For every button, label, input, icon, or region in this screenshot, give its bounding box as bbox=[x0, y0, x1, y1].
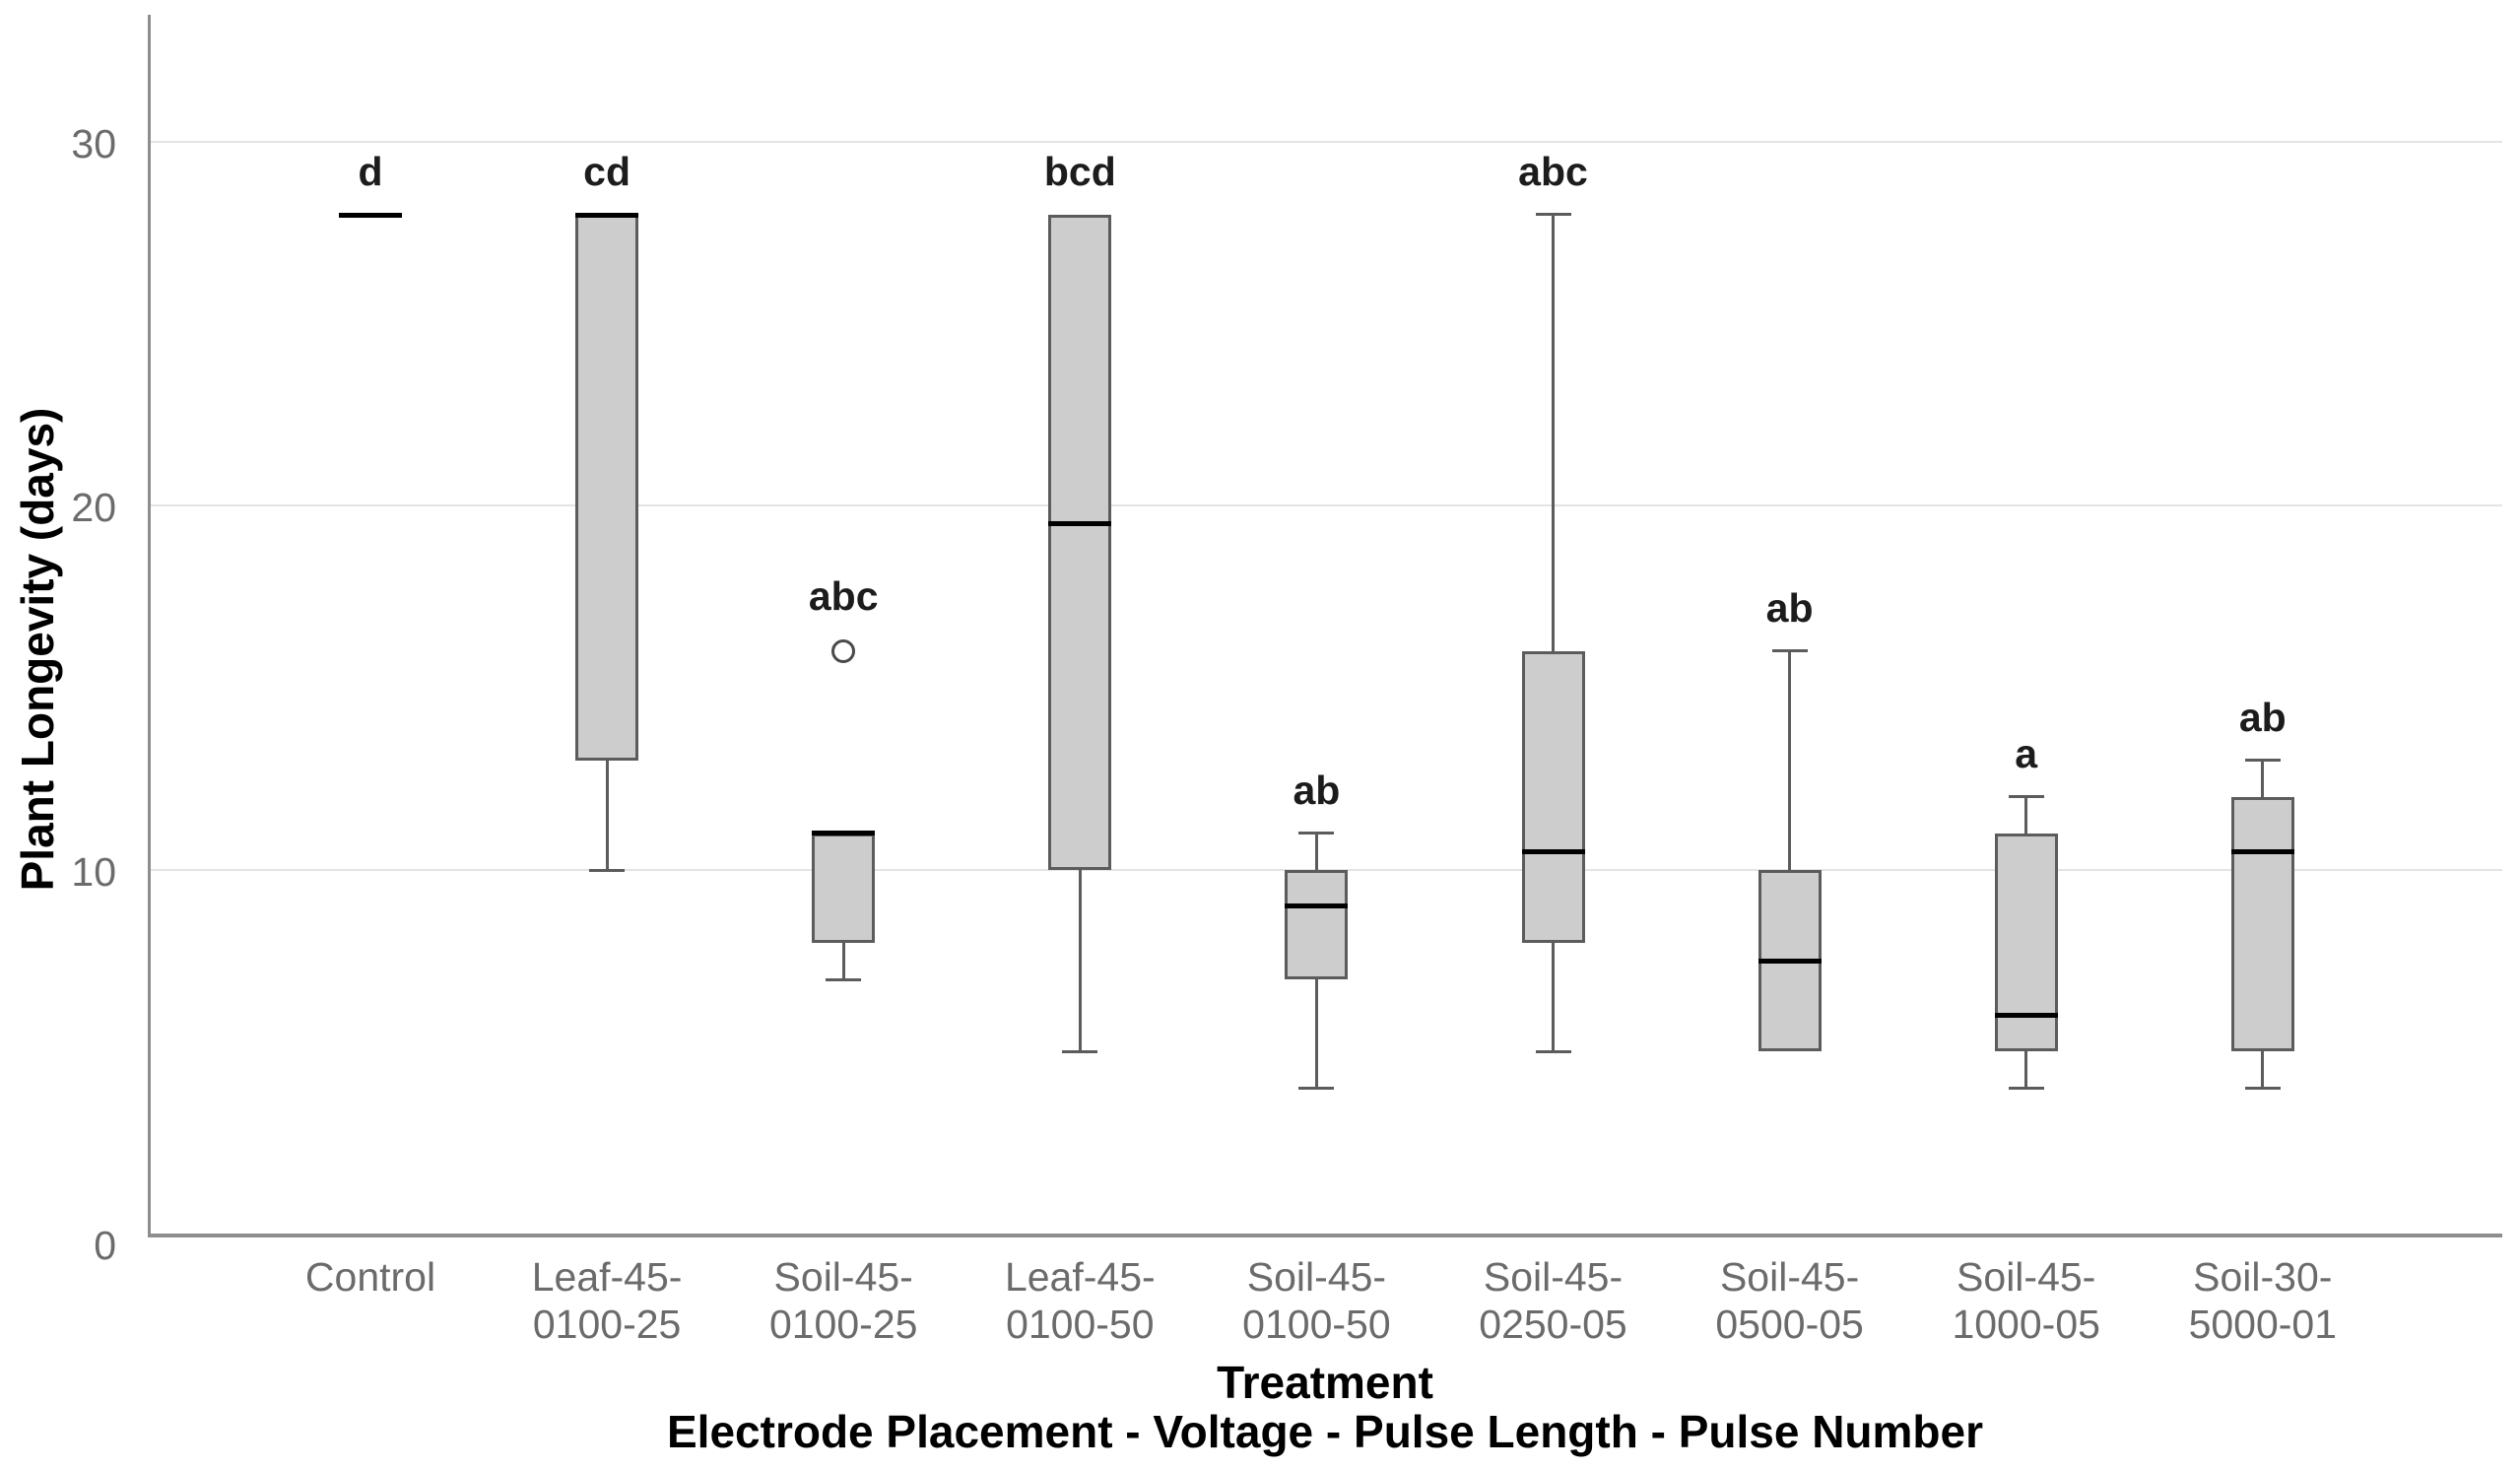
category-label-Soil-45-0250-05: Soil-45- 0250-05 bbox=[1479, 1254, 1627, 1347]
category-label-Soil-45-0100-25: Soil-45- 0100-25 bbox=[768, 1254, 918, 1347]
lower-whisker-Leaf-45-0100-50 bbox=[1078, 869, 1082, 1052]
significance-letter-Soil-45-0100-50: ab bbox=[1293, 767, 1341, 813]
significance-letter-Soil-45-1000-05: a bbox=[2015, 730, 2038, 776]
upper-whisker-cap-Soil-45-0500-05 bbox=[1771, 649, 1808, 653]
lower-whisker-Soil-45-0100-50 bbox=[1314, 978, 1318, 1089]
median-Soil-45-0100-25 bbox=[812, 831, 876, 836]
x-axis-subtitle: Electrode Placement - Voltage - Pulse Le… bbox=[667, 1406, 1983, 1457]
box-Soil-45-1000-05 bbox=[1994, 833, 2058, 1052]
box-Soil-45-0250-05 bbox=[1521, 651, 1585, 943]
significance-letter-Soil-45-0500-05: ab bbox=[1765, 585, 1814, 632]
y-axis-title: Plant Longevity (days) bbox=[12, 407, 63, 892]
box-Soil-45-0100-50 bbox=[1285, 869, 1349, 979]
significance-letter-Soil-45-0250-05: abc bbox=[1518, 149, 1588, 195]
category-label-Soil-30-5000-01: Soil-30- 5000-01 bbox=[2188, 1254, 2338, 1347]
significance-letter-Soil-30-5000-01: ab bbox=[2238, 694, 2287, 740]
y-tick-label-20: 20 bbox=[71, 485, 116, 531]
upper-whisker-Soil-30-5000-01 bbox=[2261, 760, 2265, 797]
y-tick-label-0: 0 bbox=[94, 1223, 116, 1268]
category-label-Soil-45-0500-05: Soil-45- 0500-05 bbox=[1715, 1254, 1864, 1347]
lower-whisker-cap-Soil-45-0100-50 bbox=[1298, 1087, 1335, 1091]
median-Soil-45-0500-05 bbox=[1757, 958, 1822, 964]
lower-whisker-Soil-45-1000-05 bbox=[2024, 1051, 2028, 1089]
upper-whisker-cap-Soil-45-0100-50 bbox=[1298, 831, 1335, 835]
y-tick-label-30: 30 bbox=[71, 121, 116, 167]
category-label-Control: Control bbox=[304, 1254, 436, 1300]
lower-whisker-cap-Leaf-45-0100-50 bbox=[1062, 1050, 1098, 1054]
gridline-30 bbox=[148, 141, 2502, 144]
significance-letter-Leaf-45-0100-25: cd bbox=[583, 149, 631, 195]
median-Control bbox=[339, 212, 402, 218]
upper-whisker-cap-Soil-30-5000-01 bbox=[2244, 758, 2281, 762]
gridline-20 bbox=[148, 504, 2502, 507]
lower-whisker-Leaf-45-0100-25 bbox=[605, 760, 609, 870]
category-label-Soil-45-0100-50: Soil-45- 0100-50 bbox=[1242, 1254, 1391, 1347]
upper-whisker-Soil-45-1000-05 bbox=[2024, 796, 2028, 834]
category-label-Leaf-45-0100-50: Leaf-45- 0100-50 bbox=[1004, 1254, 1156, 1347]
upper-whisker-Soil-45-0250-05 bbox=[1552, 215, 1555, 652]
lower-whisker-Soil-45-0250-05 bbox=[1552, 942, 1555, 1052]
median-Soil-45-0250-05 bbox=[1521, 848, 1585, 854]
category-label-Soil-45-1000-05: Soil-45- 1000-05 bbox=[1952, 1254, 2100, 1347]
upper-whisker-cap-Soil-45-0250-05 bbox=[1535, 213, 1571, 217]
median-Leaf-45-0100-50 bbox=[1048, 521, 1112, 527]
category-label-Leaf-45-0100-25: Leaf-45- 0100-25 bbox=[531, 1254, 683, 1347]
lower-whisker-cap-Leaf-45-0100-25 bbox=[589, 868, 626, 872]
box-Soil-45-0100-25 bbox=[812, 833, 876, 943]
y-tick-label-10: 10 bbox=[71, 848, 116, 895]
lower-whisker-cap-Soil-45-0250-05 bbox=[1535, 1050, 1571, 1054]
median-Soil-45-1000-05 bbox=[1994, 1012, 2058, 1018]
upper-whisker-Soil-45-0100-50 bbox=[1314, 833, 1318, 870]
lower-whisker-Soil-45-0100-25 bbox=[841, 942, 845, 979]
upper-whisker-cap-Soil-45-1000-05 bbox=[2008, 794, 2044, 798]
median-Soil-30-5000-01 bbox=[2230, 848, 2294, 854]
lower-whisker-cap-Soil-45-1000-05 bbox=[2008, 1087, 2044, 1091]
y-axis-line bbox=[148, 15, 151, 1234]
lower-whisker-Soil-30-5000-01 bbox=[2261, 1051, 2265, 1089]
x-axis-line bbox=[148, 1234, 2502, 1237]
significance-letter-Leaf-45-0100-50: bcd bbox=[1043, 149, 1116, 195]
lower-whisker-cap-Soil-45-0100-25 bbox=[826, 977, 862, 981]
significance-letter-Control: d bbox=[358, 149, 383, 195]
x-axis-title: Treatment bbox=[1217, 1357, 1433, 1408]
significance-letter-Soil-45-0100-25: abc bbox=[808, 573, 879, 620]
lower-whisker-cap-Soil-30-5000-01 bbox=[2244, 1087, 2281, 1091]
box-Leaf-45-0100-50 bbox=[1048, 215, 1112, 870]
median-Soil-45-0100-50 bbox=[1285, 903, 1349, 909]
outlier-Soil-45-0100-25 bbox=[831, 639, 856, 664]
upper-whisker-Soil-45-0500-05 bbox=[1788, 651, 1792, 870]
median-Leaf-45-0100-25 bbox=[575, 212, 639, 218]
box-Leaf-45-0100-25 bbox=[575, 215, 639, 761]
box-Soil-30-5000-01 bbox=[2230, 796, 2294, 1052]
